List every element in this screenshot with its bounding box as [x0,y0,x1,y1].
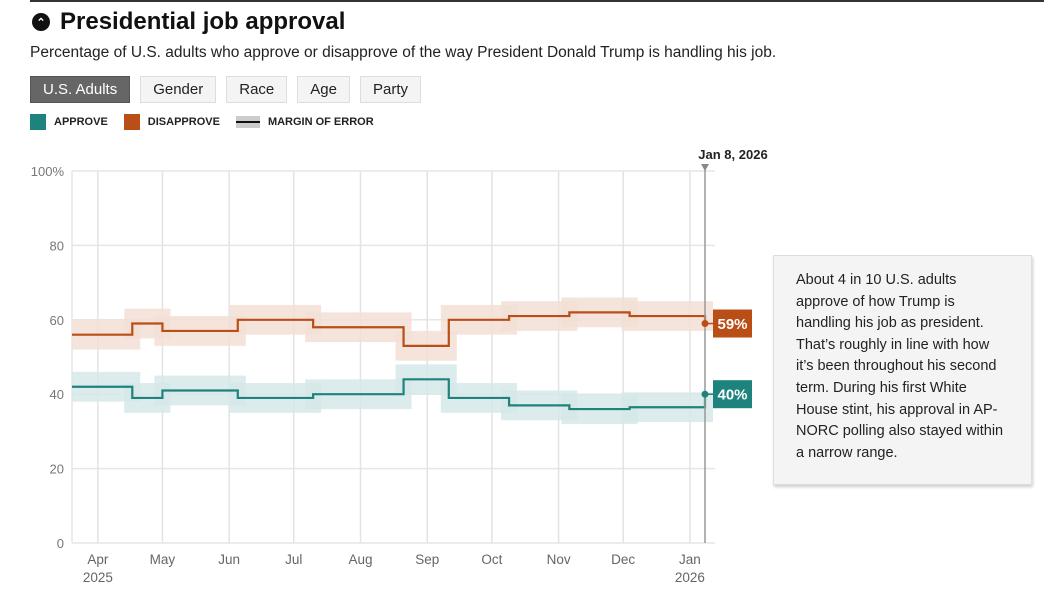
tab-race[interactable]: Race [226,76,288,103]
approve-latest-badge [713,380,752,409]
legend-disapprove: DISAPPROVE [147,116,220,128]
header: ⌃ Presidential job approval [32,8,345,36]
disapprove-swatch [123,114,140,130]
x-tick-label: Aug [348,552,372,567]
x-tick-label: Sep [415,552,439,567]
tab-us-adults[interactable]: U.S. Adults [30,76,131,103]
x-tick-label: Nov [547,552,571,567]
tab-gender[interactable]: Gender [140,76,217,103]
disapprove-latest-badge [713,309,752,338]
y-tick-label: 100% [31,164,65,179]
annotation-box: About 4 in 10 U.S. adults approve of how… [773,255,1032,485]
collapse-chevron-icon[interactable]: ⌃ [32,13,50,31]
date-marker-triangle-icon [701,164,709,171]
y-tick-label: 40 [50,387,64,402]
disapprove-latest-value: 59% [717,316,747,333]
y-tick-label: 60 [50,313,64,328]
approve-latest-value: 40% [717,387,747,404]
legend-approve: APPROVE [54,116,108,128]
y-tick-label: 0 [57,536,64,551]
tab-party[interactable]: Party [359,76,421,103]
x-tick-year: 2026 [675,570,705,585]
legend: APPROVE DISAPPROVE MARGIN OF ERROR [30,114,390,130]
top-rule [30,0,1044,2]
y-tick-label: 20 [50,462,64,477]
x-tick-label: Oct [481,552,502,567]
date-marker-label: Jan 8, 2026 [698,147,767,162]
legend-moe: MARGIN OF ERROR [267,116,374,128]
x-tick-label: Jan [679,552,701,567]
subtitle: Percentage of U.S. adults who approve or… [30,44,777,61]
x-tick-label: Jul [285,552,302,567]
moe-swatch [235,116,260,128]
y-tick-label: 80 [50,238,64,253]
x-tick-label: Jun [218,552,240,567]
approve-line [72,378,707,411]
x-tick-year: 2025 [83,570,113,585]
x-tick-label: Apr [87,552,109,567]
x-tick-label: Dec [611,552,635,567]
page-title: Presidential job approval [60,8,346,35]
group-tabs: U.S. Adults Gender Race Age Party [30,76,421,103]
x-tick-label: May [150,552,176,567]
disapprove-line [72,311,707,347]
approve-swatch [30,114,46,130]
tab-age[interactable]: Age [297,76,350,103]
